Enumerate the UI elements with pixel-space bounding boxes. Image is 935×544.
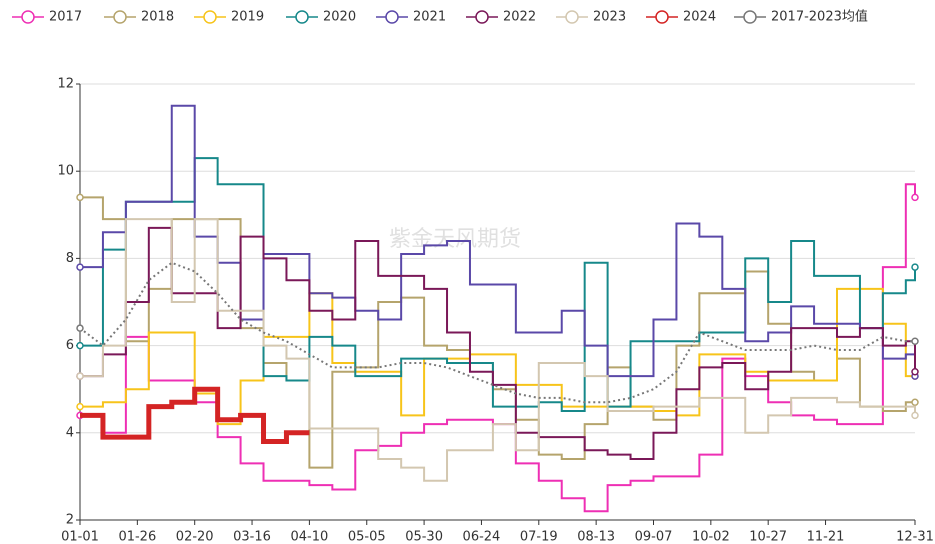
legend-marker <box>21 10 35 24</box>
point-marker <box>76 372 84 380</box>
y-tick-label: 12 <box>57 77 74 92</box>
x-tick-label: 03-16 <box>233 530 271 544</box>
point-marker <box>911 337 919 345</box>
x-tick-label: 02-20 <box>176 530 214 544</box>
series-line <box>80 287 915 426</box>
x-tick-label: 12-31 <box>896 530 934 544</box>
legend-label: 2024 <box>683 10 716 25</box>
point-marker <box>76 193 84 202</box>
watermark: 紫金天风期货 <box>389 227 521 252</box>
y-tick-label: 10 <box>57 164 74 179</box>
legend-item: 2018 <box>104 10 174 25</box>
legend-label: 2017 <box>49 10 82 25</box>
y-tick-label: 8 <box>66 251 74 266</box>
legend-item: 2017 <box>12 10 82 25</box>
legend-item: 2020 <box>286 10 356 25</box>
legend-marker <box>385 10 399 24</box>
x-tick-label: 10-27 <box>749 530 787 544</box>
legend-marker <box>565 10 579 24</box>
point-marker <box>76 263 84 271</box>
y-tick-label: 6 <box>66 338 74 353</box>
point-marker <box>76 341 84 350</box>
legend-item: 2021 <box>376 10 446 25</box>
point-marker <box>911 193 919 202</box>
series-line <box>80 386 310 445</box>
x-tick-label: 05-05 <box>348 530 386 544</box>
point-marker <box>76 402 84 411</box>
legend-item: 2019 <box>194 10 264 25</box>
legend-label: 2023 <box>593 10 626 25</box>
x-tick-label: 01-01 <box>61 530 99 544</box>
legend-label: 2019 <box>231 10 264 25</box>
legend-marker <box>475 10 489 24</box>
legend-item: 2023 <box>556 10 626 25</box>
x-tick-label: 04-10 <box>291 530 329 544</box>
series-line <box>80 226 916 460</box>
legend-marker <box>295 10 309 24</box>
x-tick-label: 01-26 <box>118 530 156 544</box>
legend-label: 2020 <box>323 10 356 25</box>
point-marker <box>911 368 919 376</box>
legend-label: 2021 <box>413 10 446 25</box>
legend-label: 2017-2023均值 <box>771 9 868 25</box>
series-line <box>80 104 916 378</box>
x-tick-label: 11-21 <box>807 530 845 544</box>
legend-item: 2017-2023均值 <box>734 9 868 25</box>
legend-marker <box>655 10 669 24</box>
y-tick-label: 4 <box>66 425 74 440</box>
series-line <box>80 157 916 412</box>
x-tick-label: 10-02 <box>692 530 730 544</box>
x-tick-label: 08-13 <box>577 530 615 544</box>
legend-marker <box>203 10 217 24</box>
y-tick-label: 2 <box>66 513 74 528</box>
legend-marker <box>743 10 757 24</box>
series-line <box>80 218 916 482</box>
legend-marker <box>113 10 127 24</box>
x-tick-label: 06-24 <box>463 530 501 544</box>
legend-item: 2024 <box>646 10 716 25</box>
legend-item: 2022 <box>466 10 536 25</box>
legend-label: 2022 <box>503 10 536 25</box>
x-tick-label: 07-19 <box>520 530 558 544</box>
point-marker <box>911 411 919 420</box>
point-marker <box>76 324 84 332</box>
point-marker <box>911 263 919 271</box>
legend-label: 2018 <box>141 10 174 25</box>
x-tick-label: 09-07 <box>635 530 673 544</box>
point-marker <box>911 398 919 407</box>
x-tick-label: 05-30 <box>405 530 443 544</box>
